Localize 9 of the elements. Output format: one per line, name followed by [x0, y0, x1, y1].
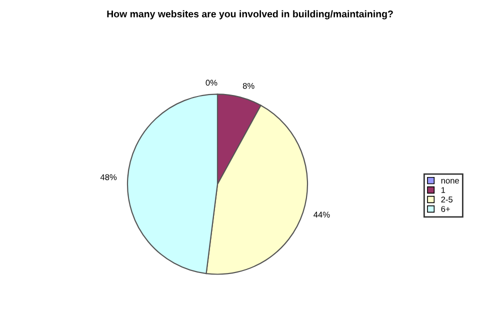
- legend-label: none: [441, 178, 459, 184]
- data-label: 48%: [100, 174, 117, 180]
- legend-label: 1: [441, 187, 446, 193]
- legend-label: 2-5: [441, 196, 453, 202]
- chart-title: How many websites are you involved in building/maintaining?: [107, 10, 393, 20]
- text: 0%: [206, 80, 218, 86]
- data-label: 44%: [314, 212, 330, 218]
- legend-label: 6+: [441, 206, 450, 212]
- data-label: 8%: [242, 82, 254, 89]
